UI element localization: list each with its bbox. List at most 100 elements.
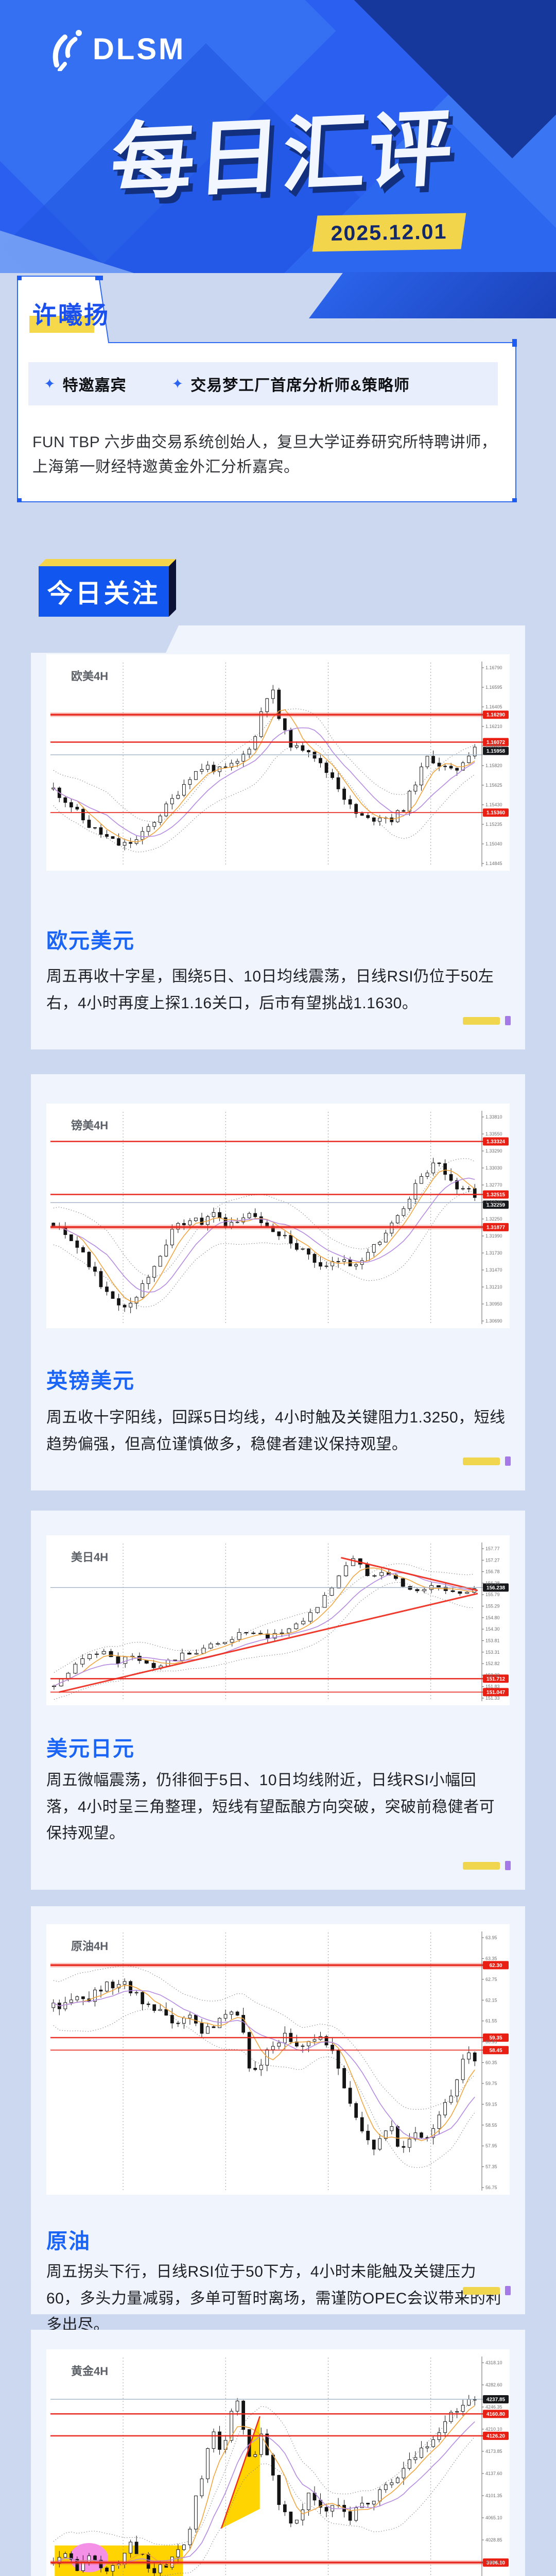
eurusd-4h-chart: 1.16290 1.16072 1.15360 1.15958 1.16790 1.165… — [46, 654, 510, 871]
svg-text:151.33: 151.33 — [485, 1696, 500, 1701]
svg-text:156.238: 156.238 — [486, 1585, 506, 1591]
svg-text:1.31470: 1.31470 — [485, 1267, 502, 1273]
svg-text:1.31210: 1.31210 — [485, 1284, 502, 1290]
svg-text:1.16595: 1.16595 — [485, 685, 502, 690]
svg-text:1.32259: 1.32259 — [486, 1202, 506, 1208]
section-text-usdjpy: 周五微幅震荡，仍徘徊于5日、10日均线附近，日线RSI小幅回落，4小时呈三角整理… — [46, 1772, 495, 1842]
star-icon: ✦ — [44, 376, 56, 392]
svg-text:63.35: 63.35 — [485, 1956, 497, 1961]
svg-text:152.32: 152.32 — [485, 1672, 500, 1677]
svg-text:欧美4H: 欧美4H — [71, 670, 108, 683]
brand-logo: DLSM — [49, 27, 185, 71]
svg-text:4282.60: 4282.60 — [485, 2382, 502, 2387]
svg-text:1.16210: 1.16210 — [485, 724, 502, 729]
svg-text:1.15235: 1.15235 — [485, 822, 502, 827]
svg-text:156.28: 156.28 — [485, 1581, 500, 1586]
svg-text:1.15360: 1.15360 — [486, 810, 506, 816]
svg-text:56.75: 56.75 — [485, 2185, 497, 2190]
svg-text:1.15625: 1.15625 — [485, 783, 502, 788]
header-banner: DLSM 每日汇评 2025.12.01 — [0, 0, 556, 273]
section-card-crude-oil: 62.30 59.35 58.45 63.95 63.35 62.75 62.15 61.55… — [31, 1906, 525, 2333]
svg-text:57.95: 57.95 — [485, 2143, 497, 2148]
svg-text:4237.85: 4237.85 — [486, 2397, 506, 2402]
role-label: 交易梦工厂首席分析师&策略师 — [190, 377, 410, 394]
svg-text:1.31990: 1.31990 — [485, 1233, 502, 1239]
svg-text:1.32770: 1.32770 — [485, 1182, 502, 1188]
analyst-bio: FUN TBP 六步曲交易系统创始人，复旦大学证券研究所特聘讲师，上海第一财经特… — [32, 434, 497, 476]
svg-text:151.83: 151.83 — [485, 1684, 500, 1689]
section-card-usdjpy: 151.712 151.047 156.238 157.77 157.27 156.78 1… — [31, 1511, 525, 1890]
svg-text:4318.10: 4318.10 — [485, 2360, 502, 2365]
svg-text:1.15040: 1.15040 — [485, 841, 502, 846]
svg-text:1.31730: 1.31730 — [485, 1250, 502, 1256]
svg-text:157.77: 157.77 — [485, 1546, 500, 1551]
svg-text:152.82: 152.82 — [485, 1661, 500, 1666]
svg-text:4160.80: 4160.80 — [486, 2412, 506, 2417]
star-icon: ✦ — [171, 376, 184, 392]
analyst-name: 许曦扬 — [32, 301, 110, 329]
svg-text:60.35: 60.35 — [485, 2060, 497, 2065]
name-highlight — [29, 316, 94, 333]
svg-text:1.33290: 1.33290 — [485, 1148, 502, 1154]
svg-text:1.32515: 1.32515 — [486, 1192, 506, 1198]
analyst-card: 许曦扬 ✦ 特邀嘉宾 ✦ 交易梦工厂首席分析师&策略师 FUN TBP 六步曲交… — [17, 276, 517, 502]
brand-logo-text: DLSM — [93, 32, 186, 66]
page-title: 每日汇评 — [108, 101, 457, 210]
section-title-crude-oil: 原油 — [46, 2229, 91, 2253]
section-card-gbpusd: 1.33324 1.32515 1.31877 1.32259 1.33810 1.335… — [31, 1074, 525, 1490]
svg-text:61.55: 61.55 — [485, 2019, 497, 2024]
svg-text:3992.60: 3992.60 — [485, 2560, 502, 2565]
svg-text:57.35: 57.35 — [485, 2164, 497, 2170]
svg-text:156.78: 156.78 — [485, 1569, 500, 1574]
focus-badge-label: 今日关注 — [47, 579, 161, 608]
selection-handle-icons — [17, 276, 517, 502]
svg-text:59.75: 59.75 — [485, 2081, 497, 2086]
section-title-usdjpy: 美元日元 — [46, 1737, 135, 1760]
svg-text:黄金4H: 黄金4H — [71, 2365, 108, 2378]
svg-text:58.55: 58.55 — [485, 2123, 497, 2128]
date-text: 2025.12.01 — [331, 219, 448, 245]
svg-text:4065.10: 4065.10 — [485, 2515, 502, 2520]
svg-text:155.79: 155.79 — [485, 1592, 500, 1597]
svg-text:59.15: 59.15 — [485, 2102, 497, 2107]
svg-text:4126.20: 4126.20 — [486, 2433, 506, 2439]
crude-oil-4h-chart: 62.30 59.35 58.45 63.95 63.35 62.75 62.15 61.55… — [46, 1924, 510, 2195]
svg-text:4173.85: 4173.85 — [485, 2449, 502, 2454]
accent-bars — [463, 2286, 511, 2295]
svg-text:4101.35: 4101.35 — [485, 2493, 502, 2498]
date-badge: 2025.12.01 — [312, 213, 466, 252]
header-geometric-background — [0, 0, 556, 273]
svg-text:1.16290: 1.16290 — [486, 713, 506, 718]
svg-text:1.16015: 1.16015 — [485, 743, 502, 749]
svg-text:1.33550: 1.33550 — [485, 1131, 502, 1137]
svg-text:1.30690: 1.30690 — [485, 1318, 502, 1324]
svg-text:155.29: 155.29 — [485, 1604, 500, 1609]
section-title-eurusd: 欧元美元 — [46, 929, 135, 953]
gbpusd-4h-chart: 1.33324 1.32515 1.31877 1.32259 1.33810 1.335… — [46, 1104, 510, 1328]
svg-text:1.33030: 1.33030 — [485, 1165, 502, 1171]
svg-text:1.14845: 1.14845 — [485, 861, 502, 866]
section-text-eurusd: 周五再收十字星，围绕5日、10日均线震荡，日线RSI仍位于50左右，4小时再度上… — [46, 968, 494, 1012]
accent-bars — [463, 1861, 511, 1870]
svg-text:镑美4H: 镑美4H — [71, 1119, 108, 1132]
svg-text:1.15430: 1.15430 — [485, 802, 502, 807]
svg-text:1.16072: 1.16072 — [486, 740, 506, 745]
svg-text:151.047: 151.047 — [486, 1690, 506, 1696]
svg-text:59.35: 59.35 — [489, 2036, 502, 2041]
svg-text:1.32250: 1.32250 — [485, 1216, 502, 1222]
section-card-gold: 4160.804126.203996.103927.204237.854318.… — [31, 2330, 525, 2576]
role-label: 特邀嘉宾 — [62, 377, 127, 394]
svg-text:1.30950: 1.30950 — [485, 1301, 502, 1307]
svg-text:63.95: 63.95 — [485, 1935, 497, 1940]
analyst-roles-strip: ✦ 特邀嘉宾 ✦ 交易梦工厂首席分析师&策略师 — [28, 362, 498, 405]
section-text-crude-oil: 周五拐头下行，日线RSI位于50下方，4小时未能触及关键压力60，多头力量减弱，… — [46, 2263, 501, 2334]
svg-text:1.15958: 1.15958 — [486, 749, 506, 754]
svg-text:1.33324: 1.33324 — [486, 1139, 506, 1145]
svg-text:原油4H: 原油4H — [71, 1940, 108, 1953]
svg-text:4210.10: 4210.10 — [485, 2427, 502, 2432]
svg-text:62.30: 62.30 — [489, 1963, 502, 1969]
svg-text:154.30: 154.30 — [485, 1626, 500, 1632]
svg-text:4137.60: 4137.60 — [485, 2471, 502, 2476]
svg-text:3996.10: 3996.10 — [486, 2560, 506, 2566]
